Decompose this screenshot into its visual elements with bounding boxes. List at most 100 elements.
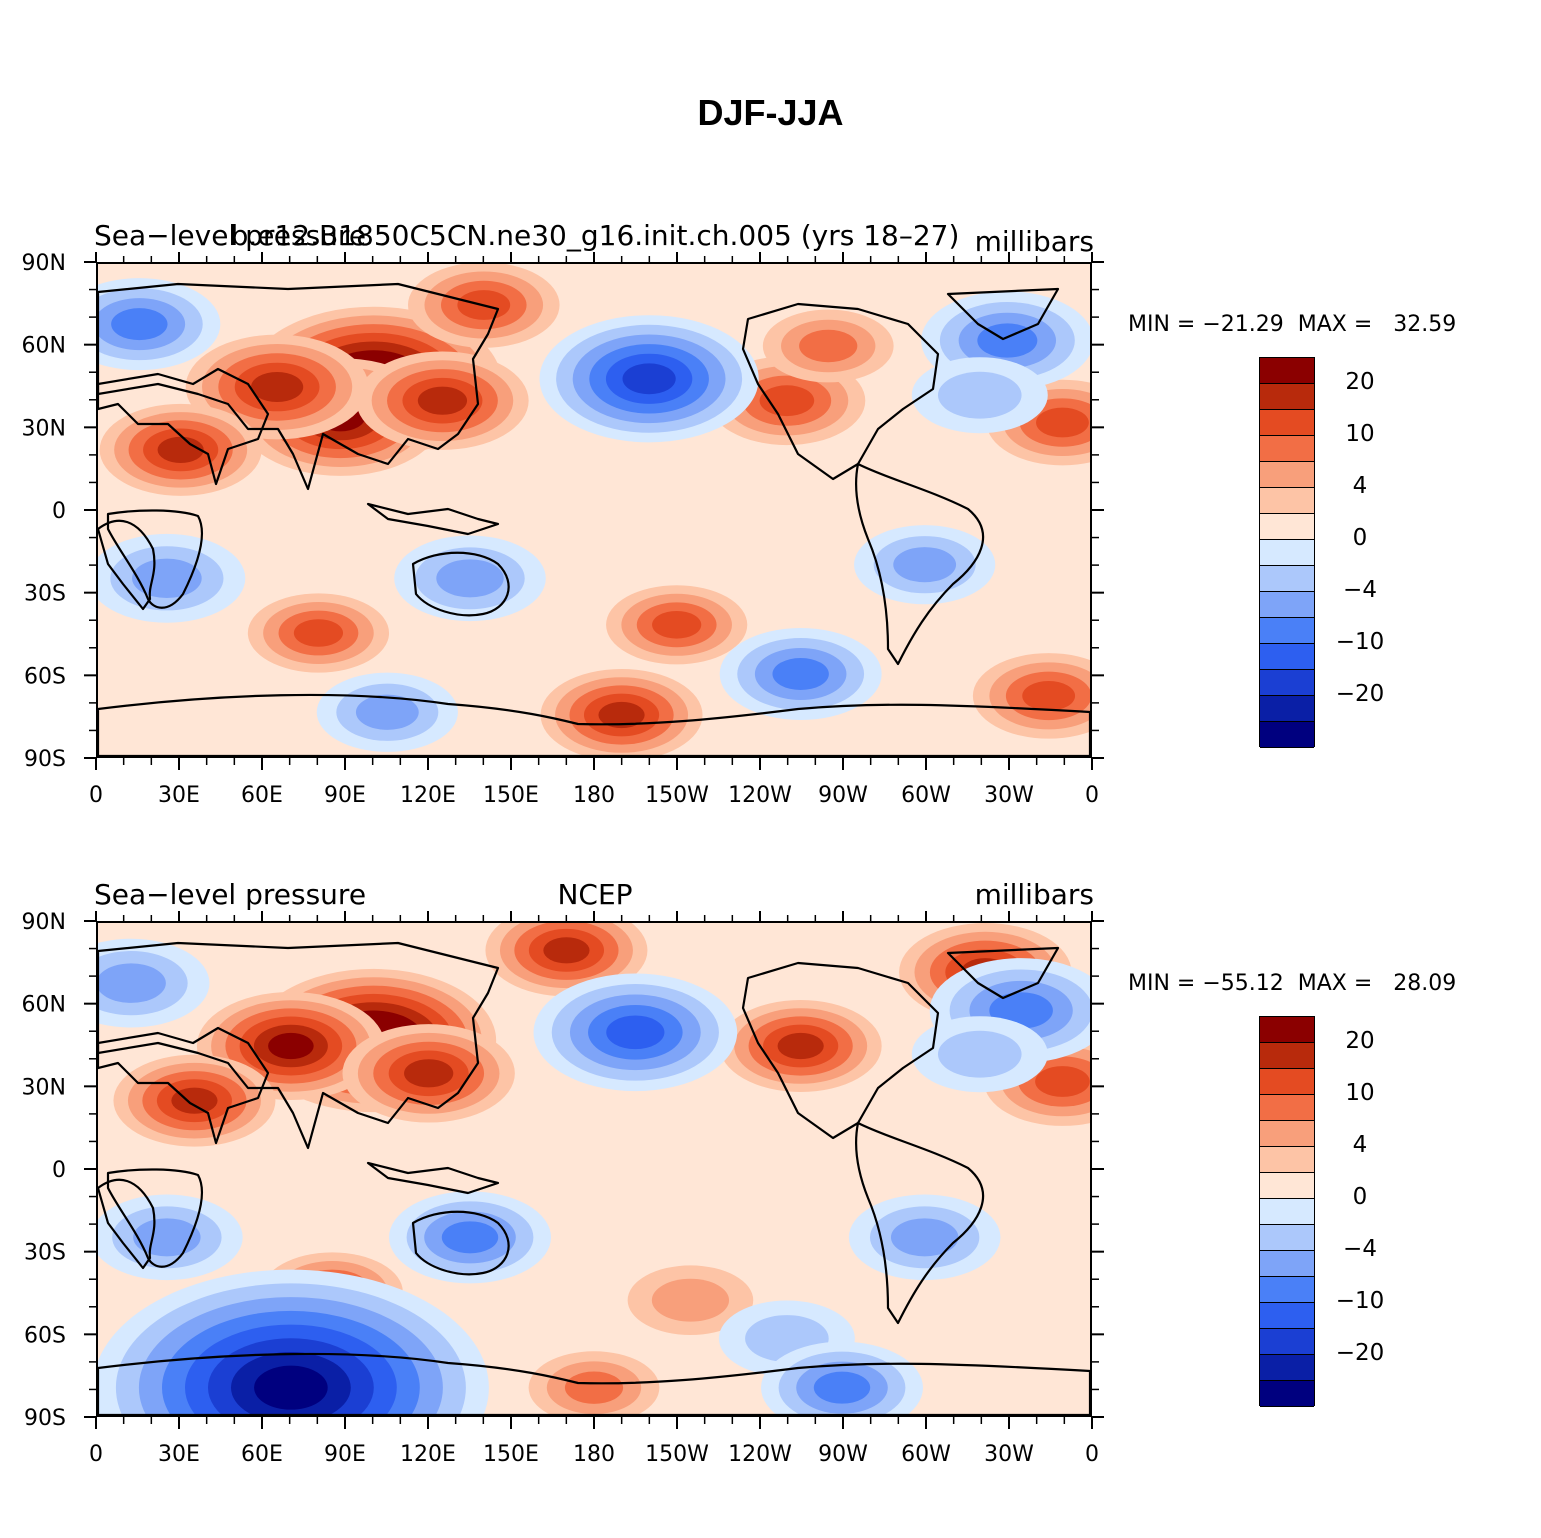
coastline-path	[98, 1352, 1090, 1415]
colorbar-tick-label: −10	[1335, 629, 1385, 655]
contour-band	[441, 1221, 499, 1254]
contour-field	[98, 264, 1090, 756]
x-tick-label: 0	[89, 1442, 103, 1467]
anomaly-eurasia	[196, 992, 385, 1100]
contour-band	[254, 1365, 328, 1410]
map-panel-ncep: Sea−level pressure NCEP millibars MIN = …	[0, 881, 1541, 1531]
x-tick-label: 60W	[901, 783, 951, 808]
y-tick-label: 60N	[22, 993, 66, 1018]
case-label: NCEP	[557, 878, 633, 911]
coastlines	[98, 282, 1090, 756]
anomaly-east-antarctica-interior	[316, 672, 458, 752]
contour-band	[1035, 1066, 1090, 1097]
coastline-path	[98, 367, 270, 486]
x-tick-label: 0	[1085, 1442, 1099, 1467]
x-tick-label: 180	[573, 783, 615, 808]
y-tick-label: 0	[52, 499, 66, 524]
x-tick-label: 180	[573, 1442, 615, 1467]
coastline-path	[106, 1168, 204, 1268]
min-value: MIN = −55.12	[1128, 971, 1284, 996]
anomaly-south-america	[854, 525, 996, 605]
contour-band	[251, 372, 304, 402]
coastline-path	[98, 1026, 270, 1145]
colorbar-box	[1260, 436, 1314, 462]
colorbar-tick-label: 20	[1345, 369, 1375, 395]
colorbar-tick-label: −4	[1343, 577, 1377, 603]
y-tick-label: 30N	[22, 416, 66, 441]
x-tick-label: 30E	[158, 783, 200, 808]
y-tick-label: 60N	[22, 334, 66, 359]
x-tick-label: 30E	[158, 1442, 200, 1467]
coastline-path	[741, 961, 940, 1140]
colorbar-box	[1260, 488, 1314, 514]
anomaly-east-antarctica	[98, 1269, 489, 1415]
y-tick-label: 60S	[24, 1323, 66, 1348]
map-panel-model: Sea−level pressure b.e12.B1850C5CN.ne30_…	[0, 222, 1541, 872]
y-tick-label: 0	[52, 1158, 66, 1183]
colorbar-tick-label: 10	[1345, 1080, 1375, 1106]
contour-band	[890, 1218, 959, 1257]
colorbar-box	[1260, 566, 1314, 592]
contour-band	[564, 1371, 624, 1404]
contour-field	[98, 923, 1090, 1415]
colorbar-box	[1260, 1043, 1314, 1069]
x-tick-label: 60W	[901, 1442, 951, 1467]
x-tick-label: 90E	[324, 1442, 366, 1467]
colorbar-tick-label: −20	[1335, 1340, 1385, 1366]
colorbar-box	[1260, 1147, 1314, 1173]
y-tick-label: 90N	[22, 251, 66, 276]
contour-band	[606, 1015, 665, 1050]
variable-label: Sea−level pressure	[94, 219, 367, 252]
colorbar-box	[1260, 1121, 1314, 1147]
contour-band	[355, 694, 419, 730]
colorbar-tick-label: 4	[1352, 473, 1368, 499]
y-tick-label: 30N	[22, 1075, 66, 1100]
colorbar-box	[1260, 722, 1314, 748]
colorbar-tick-label: 20	[1345, 1028, 1375, 1054]
anomaly-aleutian-low	[533, 973, 738, 1092]
coastline-path	[98, 282, 500, 491]
contour-map	[96, 262, 1092, 758]
y-tick-label: 30S	[24, 1241, 66, 1266]
coastline-path	[98, 519, 156, 611]
coastline-path	[741, 302, 940, 481]
y-tick-label: 90S	[24, 1406, 66, 1431]
x-tick-label: 60E	[241, 783, 283, 808]
contour-band	[772, 658, 829, 690]
coastlines	[98, 941, 1090, 1415]
colorbar	[1259, 357, 1315, 748]
units-label: millibars	[974, 878, 1094, 911]
max-value: MAX = 28.09	[1297, 971, 1457, 996]
coastline-path	[411, 1210, 510, 1276]
contour-band	[171, 1087, 218, 1114]
x-tick-label: 120W	[728, 1442, 792, 1467]
x-tick-label: 0	[1085, 783, 1099, 808]
colorbar-box	[1260, 514, 1314, 540]
colorbar-tick-label: 0	[1352, 1184, 1368, 1210]
x-tick-label: 60E	[241, 1442, 283, 1467]
contour-band	[893, 547, 957, 583]
colorbar-tick-label: 10	[1345, 421, 1375, 447]
anomaly-east-asia	[342, 1024, 515, 1123]
contour-band	[543, 937, 590, 964]
contour-band	[777, 1032, 824, 1060]
y-tick-label: 60S	[24, 664, 66, 689]
colorbar-box	[1260, 410, 1314, 436]
y-tick-label: 90S	[24, 747, 66, 772]
colorbar-tick-label: 0	[1352, 525, 1368, 551]
anomaly-east-asia	[356, 351, 529, 450]
coastline-path	[106, 509, 204, 609]
colorbar-box	[1260, 540, 1314, 566]
anomaly-aleutian-low	[539, 315, 759, 443]
units-label: millibars	[974, 225, 1094, 258]
anomaly-north-atlantic	[911, 357, 1048, 434]
contour-band	[1022, 680, 1076, 711]
anomaly-south-pacific	[627, 1265, 754, 1335]
variable-label: Sea−level pressure	[94, 878, 367, 911]
colorbar-tick-label: −4	[1343, 1236, 1377, 1262]
contour-band	[111, 308, 168, 341]
coastline-path	[946, 946, 1060, 1000]
colorbar-box	[1260, 1173, 1314, 1199]
anomaly-australia	[389, 1191, 551, 1284]
contour-band	[937, 1030, 1022, 1078]
